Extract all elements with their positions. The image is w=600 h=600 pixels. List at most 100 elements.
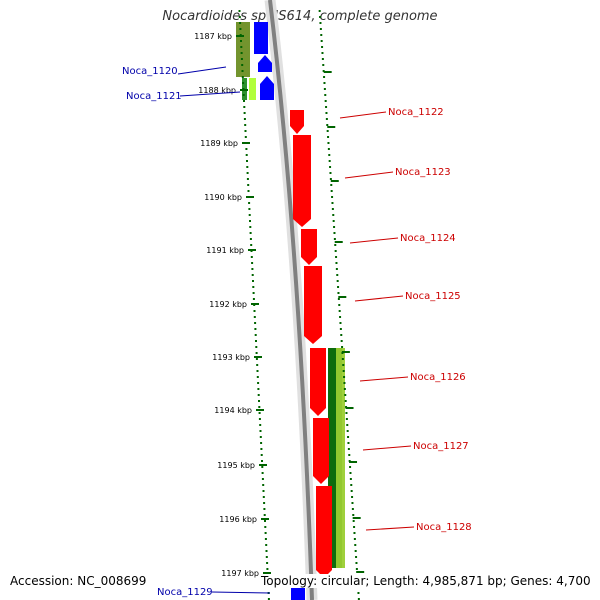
- minor-tick-left: [256, 370, 259, 372]
- minor-tick-right: [345, 418, 348, 420]
- minor-tick-left: [266, 562, 269, 564]
- forward-gene-arrow: [316, 486, 332, 578]
- minor-tick-left: [252, 286, 255, 288]
- minor-tick-left: [239, 34, 242, 36]
- minor-tick-right: [333, 226, 336, 228]
- minor-tick-left: [253, 304, 256, 306]
- minor-tick-left: [258, 406, 261, 408]
- minor-tick-right: [337, 286, 340, 288]
- minor-tick-right: [353, 532, 356, 534]
- tick-label: 1189 kbp: [200, 139, 238, 148]
- gene-label: Noca_1126: [410, 372, 466, 383]
- backbone-line: [268, 0, 314, 600]
- minor-tick-right: [349, 466, 352, 468]
- minor-tick-left: [249, 238, 252, 240]
- minor-tick-left: [247, 190, 250, 192]
- minor-tick-right: [320, 40, 323, 42]
- minor-tick-left: [252, 280, 254, 282]
- minor-tick-right: [336, 280, 339, 282]
- minor-tick-right: [328, 154, 331, 156]
- tick-label: 1195 kbp: [217, 461, 255, 470]
- minor-tick-right: [335, 256, 338, 258]
- label-leader-line: [365, 526, 415, 531]
- tick-label: 1191 kbp: [206, 246, 244, 255]
- minor-tick-left: [241, 70, 244, 72]
- minor-tick-left: [258, 412, 261, 414]
- tick-label: 1193 kbp: [212, 353, 250, 362]
- minor-tick-left: [259, 424, 262, 426]
- minor-tick-right: [352, 520, 355, 522]
- minor-tick-right: [334, 244, 337, 246]
- minor-tick-left: [260, 454, 263, 456]
- minor-tick-left: [254, 334, 257, 336]
- minor-tick-right: [329, 178, 332, 180]
- minor-tick-right: [347, 442, 350, 444]
- minor-tick-left: [252, 292, 255, 294]
- minor-tick-left: [244, 130, 247, 132]
- label-leader-line: [211, 591, 271, 594]
- minor-tick-left: [250, 244, 253, 246]
- gene-label: Noca_1121: [126, 91, 182, 102]
- minor-tick-right: [326, 124, 329, 126]
- minor-tick-right: [339, 322, 342, 324]
- minor-tick-left: [258, 418, 261, 420]
- minor-tick-left: [256, 364, 259, 366]
- minor-tick-right: [319, 22, 322, 24]
- minor-tick-right: [325, 112, 328, 114]
- minor-tick-right: [343, 388, 346, 390]
- minor-tick-right: [332, 220, 335, 222]
- minor-tick-left: [262, 490, 265, 492]
- minor-tick-left: [254, 328, 257, 330]
- minor-tick-right: [339, 328, 342, 330]
- minor-tick-left: [264, 526, 267, 528]
- minor-tick-left: [241, 76, 244, 78]
- minor-tick-left: [245, 142, 248, 144]
- minor-tick-right: [352, 514, 355, 516]
- minor-tick-right: [341, 346, 344, 348]
- minor-tick-left: [240, 46, 243, 48]
- minor-tick-right: [325, 106, 328, 108]
- minor-tick-right: [323, 76, 326, 78]
- minor-tick-left: [249, 226, 252, 228]
- minor-tick-right: [350, 490, 353, 492]
- minor-tick-left: [244, 124, 247, 126]
- minor-tick-left: [243, 106, 246, 108]
- minor-tick-left: [241, 64, 244, 66]
- minor-tick-right: [325, 118, 328, 120]
- tick-label: 1187 kbp: [194, 32, 232, 41]
- backbone-track: [264, 0, 318, 600]
- reverse-gene-block: [254, 22, 268, 54]
- scale-ticks: 1187 kbp 1188 kbp 1189 kbp 1190 kbp 1191 kbp…: [194, 10, 365, 600]
- minor-tick-left: [250, 250, 253, 252]
- minor-tick-right: [334, 250, 337, 252]
- minor-tick-left: [259, 430, 262, 432]
- minor-tick-right: [357, 598, 360, 600]
- minor-tick-left: [239, 28, 242, 30]
- gene-labels: Noca_1120 Noca_1121 Noca_1122 Noca_1123 Noca…: [122, 66, 472, 598]
- minor-tick-left: [240, 40, 242, 42]
- minor-tick-right: [329, 166, 332, 168]
- minor-tick-left: [254, 322, 257, 324]
- minor-tick-left: [257, 394, 260, 396]
- gene-label: Noca_1128: [416, 522, 472, 533]
- minor-tick-right: [330, 184, 333, 186]
- minor-tick-right: [321, 52, 324, 54]
- minor-tick-right: [319, 16, 322, 18]
- minor-tick-left: [251, 274, 254, 276]
- minor-tick-right: [355, 568, 358, 570]
- minor-tick-right: [347, 448, 350, 450]
- minor-tick-right: [336, 274, 339, 276]
- tick-label: 1192 kbp: [209, 300, 247, 309]
- minor-tick-left: [246, 160, 248, 162]
- forward-gene-arrow: [293, 135, 311, 227]
- gene-label: Noca_1124: [400, 233, 456, 244]
- minor-tick-right: [347, 436, 350, 438]
- minor-tick-left: [263, 514, 266, 516]
- minor-tick-right: [344, 400, 347, 402]
- minor-tick-right: [353, 526, 356, 528]
- minor-tick-right: [323, 88, 326, 90]
- minor-tick-left: [261, 472, 264, 474]
- minor-tick-left: [253, 310, 256, 312]
- minor-tick-left: [238, 10, 241, 12]
